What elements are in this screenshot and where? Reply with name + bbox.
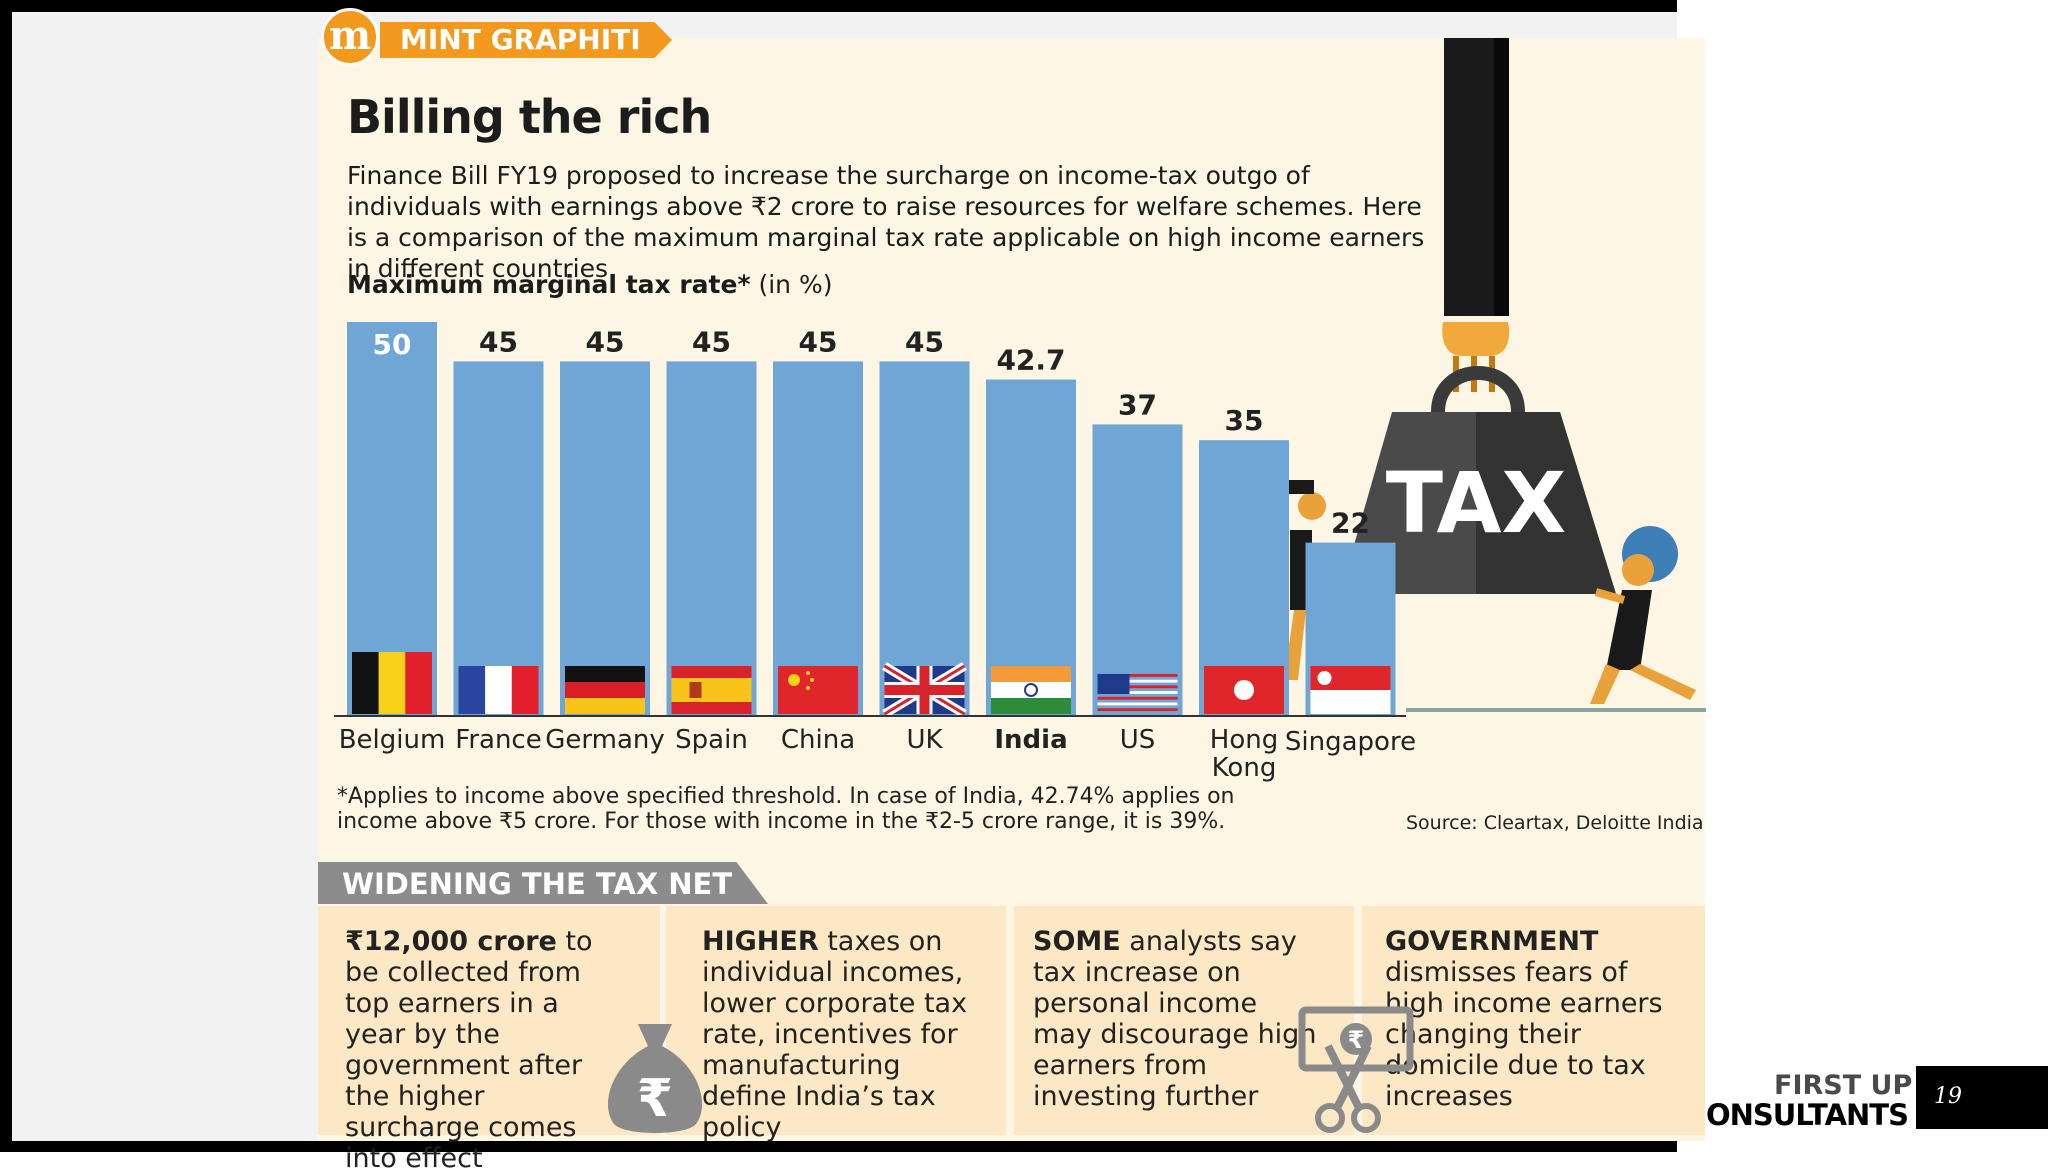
- footnote-text: *Applies to income above specified thres…: [337, 784, 1235, 834]
- money-bag-icon: ₹: [607, 1024, 703, 1133]
- info-bold-2: HIGHER: [702, 926, 819, 957]
- info-body-4: dismisses fears of high income earners c…: [1385, 957, 1663, 1112]
- page-title: Billing the rich: [347, 90, 712, 144]
- info-bold-1: ₹12,000 crore: [345, 926, 557, 957]
- page-number-box: [1916, 1066, 2048, 1129]
- info-box-2: [666, 906, 1006, 1135]
- info-body-3: analysts say tax increase on personal in…: [1033, 926, 1317, 1112]
- info-bold-3: SOME: [1033, 926, 1121, 957]
- info-body-1: to be collected from top earners in a ye…: [345, 926, 593, 1174]
- brand-banner: [380, 22, 672, 58]
- brand-badge: m MINT GRAPHITI: [318, 8, 678, 68]
- info-text-3: SOME analysts say tax increase on person…: [1033, 926, 1323, 1112]
- section-title: WIDENING THE TAX NET: [342, 867, 733, 901]
- svg-text:₹: ₹: [1348, 1026, 1365, 1054]
- chart-subhead: Maximum marginal tax rate* (in %): [347, 270, 832, 299]
- brand-name: MINT GRAPHITI: [400, 23, 641, 56]
- chart-subhead-bold: Maximum marginal tax rate*: [347, 270, 751, 299]
- info-bold-4: GOVERNMENT: [1385, 926, 1599, 957]
- slide-frame-top: [0, 0, 1677, 12]
- svg-text:₹: ₹: [637, 1069, 673, 1129]
- info-text-2: HIGHER taxes on individual incomes, lowe…: [702, 926, 992, 1143]
- scissors-cutting-rupee-note-icon: ₹: [1298, 1006, 1414, 1133]
- description-text: Finance Bill FY19 proposed to increase t…: [347, 161, 1425, 283]
- source-text: Source: Cleartax, Deloitte India: [1406, 812, 1704, 834]
- company-name-line1: FIRST UP: [1774, 1070, 1913, 1101]
- chart-subhead-unit: (in %): [750, 270, 833, 299]
- info-box-4: [1362, 906, 1705, 1135]
- page-number: 19: [1934, 1084, 1962, 1109]
- slide-frame-left: [0, 0, 12, 1152]
- section-band: [318, 862, 768, 904]
- company-name-line2: ONSULTANTS: [1706, 1098, 1909, 1132]
- info-box-3: [1014, 906, 1354, 1135]
- slide-frame-bottom: [0, 1141, 1677, 1152]
- info-text-4: GOVERNMENT dismisses fears of high incom…: [1385, 926, 1685, 1112]
- info-box-1: [318, 906, 660, 1135]
- info-text-1: ₹12,000 crore to be collected from top e…: [345, 926, 615, 1174]
- brand-logo-icon: m: [321, 8, 379, 66]
- info-body-2: taxes on individual incomes, lower corpo…: [702, 926, 968, 1143]
